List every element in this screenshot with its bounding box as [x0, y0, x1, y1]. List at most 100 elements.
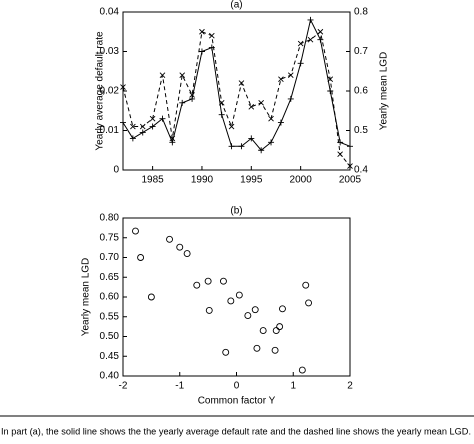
point	[159, 115, 166, 122]
y2-tick-label: 0.4	[354, 165, 368, 176]
point	[149, 123, 156, 130]
x-tick-label: 2	[347, 381, 353, 392]
point	[235, 291, 243, 299]
point	[132, 227, 139, 235]
y-tick-label: 0.45	[100, 351, 120, 362]
point	[244, 312, 252, 320]
point	[159, 72, 166, 79]
point	[278, 76, 284, 82]
x-tick-label: 2000	[290, 175, 313, 186]
point	[287, 95, 294, 102]
point	[327, 76, 334, 82]
point	[277, 119, 284, 126]
x-tick-label: 2005	[339, 175, 362, 186]
x-tick-label: -1	[175, 381, 184, 392]
y-tick-label: 0.04	[100, 7, 120, 18]
point	[129, 135, 136, 142]
point	[317, 36, 324, 43]
point	[298, 366, 306, 374]
series-line	[122, 30, 351, 167]
point	[302, 281, 310, 289]
point	[258, 147, 265, 154]
y2-tick-label: 0.5	[354, 125, 368, 136]
y2-tick-label: 0.6	[354, 86, 368, 97]
point	[272, 327, 280, 335]
point	[259, 327, 267, 335]
y-tick-label: 0.80	[100, 213, 120, 224]
point	[183, 250, 191, 258]
point	[193, 281, 201, 289]
y-tick-label: 0.01	[100, 125, 120, 136]
point	[166, 235, 173, 243]
point	[149, 115, 156, 122]
point	[297, 40, 304, 47]
y-tick-label: 0.40	[100, 371, 120, 382]
point	[139, 129, 146, 136]
y-tick-label: 0.70	[100, 252, 120, 263]
y-tick-label: 0.03	[100, 46, 120, 57]
point	[268, 115, 274, 122]
point	[238, 143, 245, 150]
point	[297, 60, 304, 67]
point	[228, 143, 235, 150]
point	[317, 28, 324, 35]
y-tick-label: 0.75	[100, 232, 120, 243]
point	[137, 254, 145, 261]
point	[169, 135, 176, 142]
x-tick-label: 1985	[141, 175, 164, 186]
point	[204, 277, 212, 285]
chart-title: (a)	[230, 0, 242, 11]
point	[307, 16, 314, 23]
point	[238, 80, 245, 86]
y-axis-label: Yearly mean LGD	[81, 258, 92, 337]
point	[279, 305, 286, 313]
plot-frame	[122, 217, 351, 377]
x-tick-label: -2	[119, 381, 128, 392]
point	[287, 72, 294, 79]
point	[248, 135, 255, 142]
point	[147, 293, 155, 301]
point	[179, 72, 186, 79]
point	[251, 306, 259, 314]
y-tick-label: 0.02	[100, 86, 120, 97]
point	[189, 92, 195, 98]
point	[205, 306, 213, 314]
chart-title: (b)	[230, 206, 242, 217]
point	[169, 139, 176, 146]
y-tick-label: 0	[113, 165, 119, 176]
point	[258, 100, 264, 106]
y2-axis-label: Yearly mean LGD	[379, 52, 390, 131]
point	[120, 84, 126, 90]
point	[271, 346, 279, 354]
point	[337, 151, 343, 158]
y-tick-label: 0.50	[100, 331, 120, 342]
y-tick-label: 0.60	[100, 292, 120, 303]
point	[222, 348, 230, 356]
point	[130, 123, 136, 130]
x-tick-label: 1	[290, 381, 296, 392]
point	[248, 103, 255, 110]
point	[139, 123, 146, 130]
y2-tick-label: 0.8	[354, 7, 368, 18]
point	[218, 111, 225, 118]
point	[347, 143, 353, 150]
point	[307, 36, 314, 43]
y-axis-label: Yearly average default rate	[95, 31, 106, 151]
point	[227, 297, 235, 305]
point	[228, 123, 235, 130]
y-tick-label: 0.55	[100, 311, 120, 322]
point	[176, 243, 184, 251]
point	[209, 32, 215, 39]
y-tick-label: 0.65	[100, 272, 120, 283]
x-tick-label: 0	[234, 381, 240, 392]
point	[120, 119, 126, 126]
point	[276, 323, 284, 331]
caption: In part (a), the solid line shows the th…	[1, 426, 471, 436]
point	[347, 163, 353, 169]
point	[179, 99, 186, 106]
point	[199, 28, 205, 35]
y2-tick-label: 0.7	[354, 46, 368, 57]
point	[189, 95, 196, 102]
x-tick-label: 1995	[240, 175, 263, 186]
